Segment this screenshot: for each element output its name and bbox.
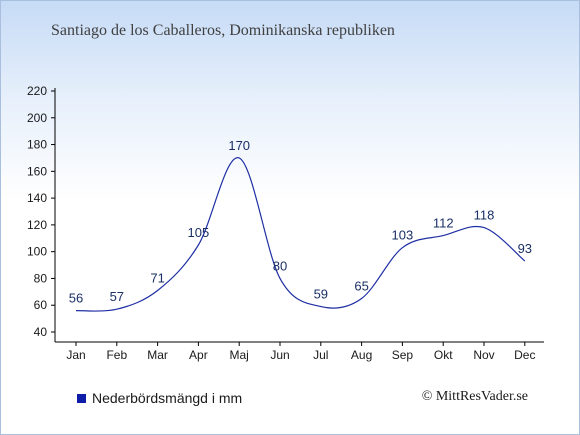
- legend-swatch: [77, 393, 86, 403]
- x-tick-label: Aug: [351, 348, 372, 362]
- data-label: 118: [474, 208, 495, 223]
- y-tick-label: 80: [34, 271, 48, 285]
- x-tick-label: Apr: [189, 348, 208, 362]
- data-label: 112: [433, 216, 454, 231]
- x-tick-label: Dec: [514, 348, 535, 362]
- y-tick-label: 160: [27, 164, 47, 178]
- credit-text: © MittResVader.se: [421, 389, 528, 404]
- data-label: 103: [392, 228, 414, 243]
- series-line: [75, 157, 526, 312]
- chart-title: Santiago de los Caballeros, Dominikanska…: [51, 22, 395, 39]
- data-label: 65: [354, 279, 368, 294]
- x-tick-label: Sep: [392, 348, 414, 362]
- data-label: 93: [518, 241, 532, 256]
- data-label: 59: [314, 287, 328, 302]
- x-tick-label: Mar: [147, 348, 168, 362]
- x-tick-label: Jul: [313, 348, 328, 362]
- data-label: 71: [150, 270, 164, 285]
- y-tick-label: 200: [27, 111, 47, 125]
- y-tick-label: 60: [34, 298, 48, 312]
- y-tick-label: 220: [27, 84, 47, 98]
- y-tick-label: 140: [27, 191, 47, 205]
- y-tick-label: 180: [27, 138, 47, 152]
- x-tick-label: Okt: [434, 348, 453, 362]
- y-tick-label: 100: [27, 245, 47, 259]
- x-tick-label: Jan: [66, 348, 85, 362]
- y-tick-label: 40: [34, 325, 48, 339]
- x-tick-label: Maj: [230, 348, 249, 362]
- x-tick-label: Nov: [473, 348, 494, 362]
- legend-label: Nederbördsmängd i mm: [92, 390, 243, 406]
- data-label: 170: [228, 138, 250, 153]
- x-tick-label: Feb: [106, 348, 127, 362]
- data-label: 56: [69, 291, 83, 306]
- data-label: 57: [110, 289, 124, 304]
- legend: Nederbördsmängd i mm: [77, 390, 242, 406]
- x-tick-label: Jun: [270, 348, 289, 362]
- data-label: 80: [273, 258, 287, 273]
- data-label: 105: [188, 225, 210, 240]
- y-tick-label: 120: [27, 218, 47, 232]
